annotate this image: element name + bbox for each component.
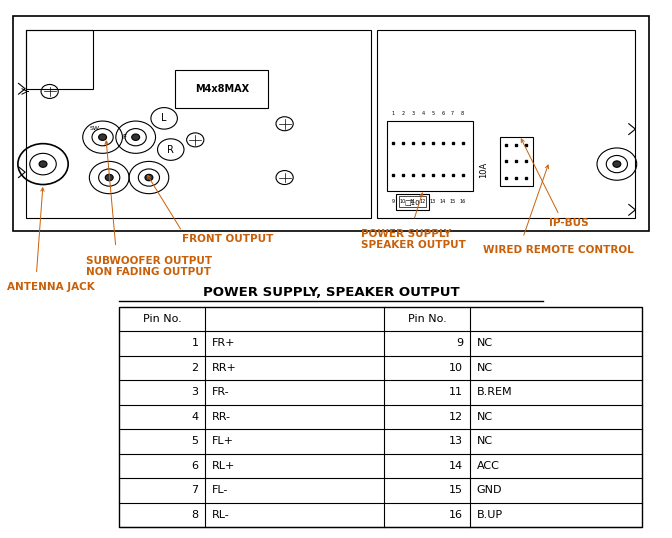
- Text: SW: SW: [89, 125, 99, 131]
- Text: ANTENNA JACK: ANTENNA JACK: [7, 282, 94, 293]
- Text: 7: 7: [192, 485, 198, 495]
- Text: IP-BUS: IP-BUS: [549, 218, 589, 228]
- Text: 14: 14: [439, 199, 446, 204]
- Text: POWER SUPPLY
SPEAKER OUTPUT: POWER SUPPLY SPEAKER OUTPUT: [362, 229, 466, 250]
- Text: R: R: [167, 145, 174, 154]
- Bar: [387, 121, 473, 191]
- Text: SUBWOOFER OUTPUT
NON FADING OUTPUT: SUBWOOFER OUTPUT NON FADING OUTPUT: [86, 256, 212, 277]
- Bar: [119, 307, 642, 527]
- Text: 16: 16: [460, 199, 466, 204]
- Bar: [175, 70, 268, 108]
- Text: 13: 13: [429, 199, 436, 204]
- Text: 12: 12: [420, 199, 426, 204]
- Bar: [396, 194, 429, 210]
- Text: B.UP: B.UP: [476, 510, 503, 520]
- Text: FRONT OUTPUT: FRONT OUTPUT: [182, 234, 274, 244]
- Bar: [500, 137, 533, 186]
- Text: NC: NC: [476, 412, 493, 422]
- Text: POWER SUPPLY, SPEAKER OUTPUT: POWER SUPPLY, SPEAKER OUTPUT: [203, 286, 459, 299]
- Text: 14: 14: [449, 461, 463, 471]
- Text: 9: 9: [392, 199, 394, 204]
- Bar: [13, 16, 648, 231]
- Text: RR+: RR+: [212, 363, 237, 373]
- Text: 1: 1: [392, 111, 394, 116]
- Text: 5: 5: [192, 436, 198, 447]
- Text: L: L: [161, 114, 167, 123]
- Circle shape: [613, 161, 621, 167]
- Text: 5: 5: [431, 111, 434, 116]
- Text: 1: 1: [192, 338, 198, 349]
- Text: 13: 13: [450, 436, 463, 447]
- Text: 4: 4: [421, 111, 425, 116]
- Text: NC: NC: [476, 436, 493, 447]
- Text: FR-: FR-: [212, 387, 229, 398]
- Text: 10A: 10A: [478, 161, 488, 178]
- Text: NC: NC: [476, 363, 493, 373]
- Text: M4x8MAX: M4x8MAX: [195, 84, 249, 94]
- Circle shape: [145, 174, 153, 181]
- Text: NC: NC: [476, 338, 493, 349]
- Bar: [26, 30, 93, 89]
- Text: 6: 6: [192, 461, 198, 471]
- Text: RR-: RR-: [212, 412, 230, 422]
- Text: 2: 2: [192, 363, 198, 373]
- Text: WIRED REMOTE CONTROL: WIRED REMOTE CONTROL: [483, 245, 634, 255]
- Text: RL+: RL+: [212, 461, 235, 471]
- Text: 3: 3: [411, 111, 415, 116]
- Text: 8: 8: [192, 510, 198, 520]
- Text: 3: 3: [192, 387, 198, 398]
- Bar: [26, 30, 371, 218]
- Text: Pin No.: Pin No.: [142, 314, 181, 324]
- Text: RL-: RL-: [212, 510, 230, 520]
- Text: 16: 16: [450, 510, 463, 520]
- Text: FL-: FL-: [212, 485, 228, 495]
- Circle shape: [39, 161, 47, 167]
- Circle shape: [132, 134, 140, 140]
- Text: 9: 9: [456, 338, 463, 349]
- Text: 7: 7: [451, 111, 454, 116]
- Text: GND: GND: [476, 485, 502, 495]
- Text: 10: 10: [400, 199, 406, 204]
- Text: 8: 8: [461, 111, 464, 116]
- Text: 11: 11: [410, 199, 416, 204]
- Text: 11: 11: [450, 387, 463, 398]
- Bar: [399, 196, 425, 207]
- Text: F: F: [122, 134, 126, 140]
- Text: 4: 4: [192, 412, 198, 422]
- Text: 15: 15: [450, 199, 456, 204]
- Text: 6: 6: [442, 111, 444, 116]
- Text: ACC: ACC: [476, 461, 499, 471]
- Text: 2: 2: [401, 111, 405, 116]
- Text: FR+: FR+: [212, 338, 235, 349]
- Circle shape: [99, 134, 107, 140]
- Text: FL+: FL+: [212, 436, 234, 447]
- Text: 15: 15: [450, 485, 463, 495]
- Text: B.REM: B.REM: [476, 387, 512, 398]
- Text: □10: □10: [405, 199, 420, 205]
- Text: 10: 10: [450, 363, 463, 373]
- Circle shape: [106, 174, 113, 181]
- Bar: [377, 30, 636, 218]
- Text: Pin No.: Pin No.: [407, 314, 446, 324]
- Text: 12: 12: [449, 412, 463, 422]
